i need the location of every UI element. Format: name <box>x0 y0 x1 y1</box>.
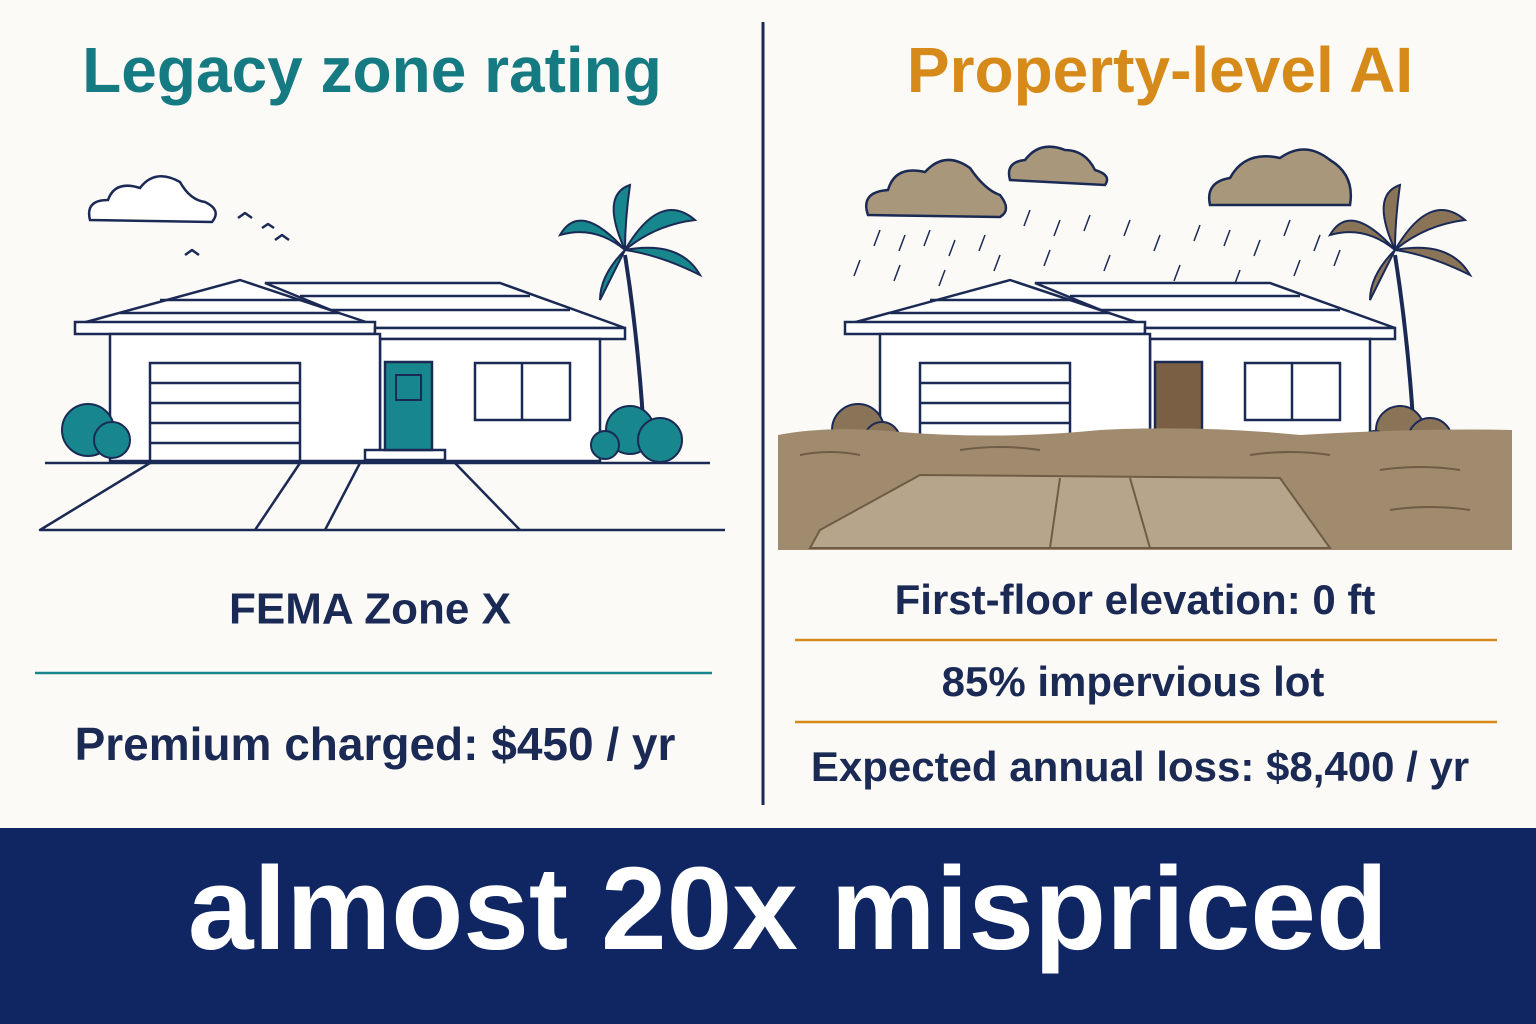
right-title: Property-level AI <box>907 34 1413 106</box>
banner-text: almost 20x mispriced <box>188 843 1388 975</box>
premium-label: Premium charged: $450 / yr <box>75 718 676 770</box>
zone-label: FEMA Zone X <box>229 585 511 634</box>
elevation-label: First-floor elevation: 0 ft <box>895 576 1376 623</box>
impervious-label: 85% impervious lot <box>942 658 1325 705</box>
right-illustration <box>778 145 1512 550</box>
left-title: Legacy zone rating <box>82 34 662 106</box>
banner <box>0 828 1536 1024</box>
left-illustration <box>38 175 727 532</box>
loss-label: Expected annual loss: $8,400 / yr <box>811 743 1469 790</box>
